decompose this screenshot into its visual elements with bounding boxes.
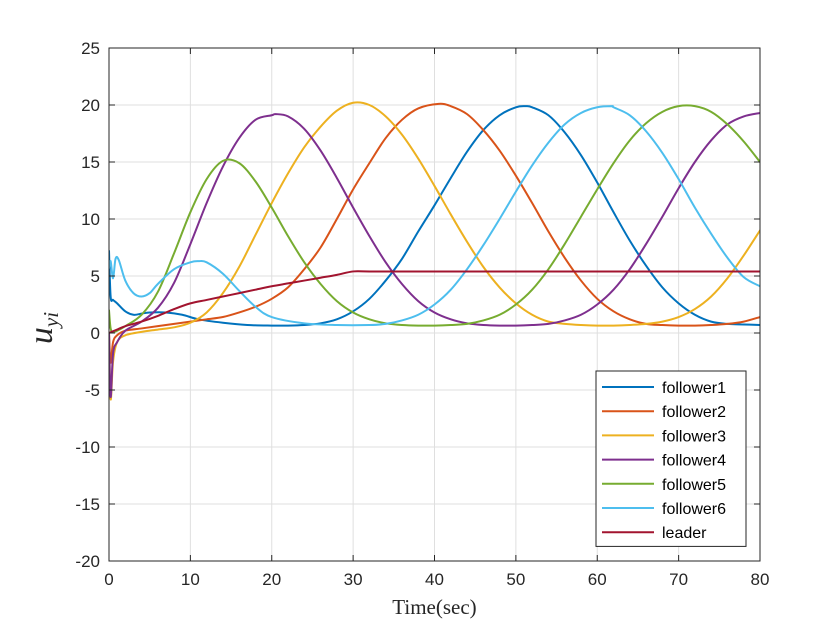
- legend-label-follower1: follower1: [662, 380, 726, 397]
- y-tick-label: 25: [81, 39, 100, 58]
- y-axis-label: uyi: [23, 312, 63, 344]
- x-tick-label: 20: [262, 570, 281, 589]
- x-tick-label: 70: [669, 570, 688, 589]
- x-tick-label: 80: [751, 570, 770, 589]
- y-tick-label: -15: [75, 495, 100, 514]
- x-tick-label: 30: [344, 570, 363, 589]
- y-axis-label-main: u: [23, 327, 60, 344]
- axis-ticks: 0 10 20 30 40 50 60 70 80 -20 -15 -10 -5 0 5 10 15 20 25: [75, 39, 769, 589]
- x-tick-label: 40: [425, 570, 444, 589]
- legend-label-follower3: follower3: [662, 428, 726, 445]
- legend-label-follower5: follower5: [662, 477, 726, 494]
- x-tick-label: 0: [104, 570, 113, 589]
- legend-label-leader: leader: [662, 525, 707, 542]
- legend-label-follower6: follower6: [662, 501, 726, 518]
- x-tick-label: 10: [181, 570, 200, 589]
- legend-label-follower2: follower2: [662, 404, 726, 421]
- x-tick-label: 60: [588, 570, 607, 589]
- y-tick-label: 10: [81, 210, 100, 229]
- y-axis-label-subscript: yi: [39, 312, 63, 329]
- series-line-leader: [109, 270, 760, 334]
- y-tick-label: 0: [91, 324, 100, 343]
- x-tick-label: 50: [506, 570, 525, 589]
- series-line-follower6: [109, 105, 760, 327]
- y-tick-label: 5: [91, 267, 100, 286]
- series-line-follower5: [109, 104, 760, 333]
- legend: follower1 follower2 follower3 follower4 foll…: [595, 370, 747, 547]
- legend-label-follower4: follower4: [662, 453, 726, 470]
- series-lines: [109, 101, 760, 401]
- series-line-follower3: [109, 101, 760, 401]
- y-tick-label: -10: [75, 438, 100, 457]
- x-axis-label: Time(sec): [392, 595, 476, 619]
- y-tick-label: -5: [85, 381, 100, 400]
- y-tick-label: 15: [81, 153, 100, 172]
- series-line-follower4: [109, 111, 760, 398]
- y-tick-label: 20: [81, 96, 100, 115]
- y-tick-label: -20: [75, 552, 100, 571]
